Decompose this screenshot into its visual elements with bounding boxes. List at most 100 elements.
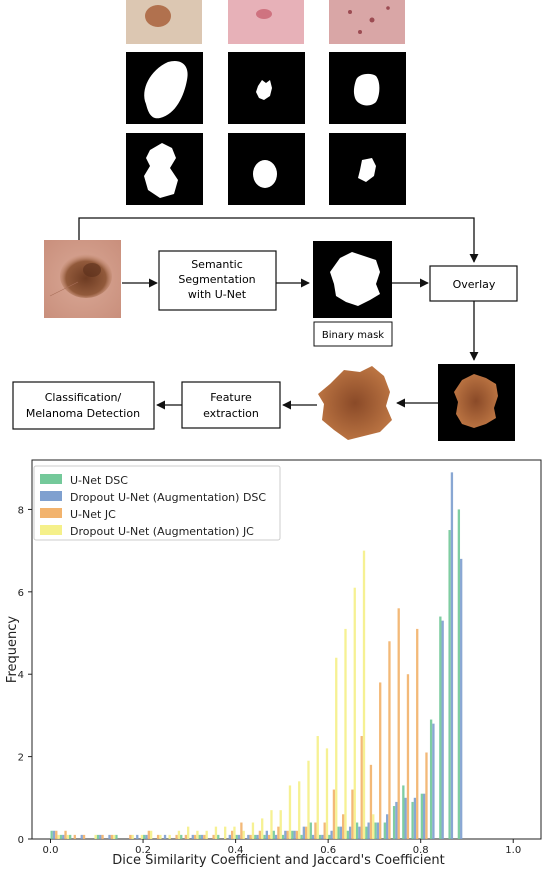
bar [365,826,368,839]
bar [379,682,382,839]
x-tick-label: 0.4 [228,845,244,856]
bar [203,834,206,839]
pred-1-shape [144,143,178,198]
segmentation-label-2: Segmentation [178,273,255,286]
bar [300,834,303,839]
bar [439,616,442,839]
bar [432,723,435,839]
bar [131,834,134,839]
bar [55,830,58,839]
y-axis-label: Frequency [5,616,20,683]
bar [397,608,400,839]
bar [69,834,72,839]
bar [332,789,336,839]
feature-box [181,381,281,429]
bar [281,834,285,839]
bar [406,674,410,839]
y-tick-label: 0 [18,835,24,846]
bar [335,657,338,839]
classification-label-1: Classification/ [45,391,122,404]
bar [298,781,301,839]
bar [214,826,218,839]
bar [265,830,268,839]
bar [249,834,252,839]
bar [198,834,201,839]
bar [274,834,278,839]
overlay-result-large-shape [318,366,392,440]
bar [143,834,146,839]
classification-label-2: Melanoma Detection [26,407,140,420]
bar [50,830,53,839]
bar [425,752,428,839]
bar [64,830,67,839]
classification-box [12,381,155,430]
bar [325,748,329,839]
bar [82,834,86,839]
bar [411,801,414,839]
sample-photo-2-lesion [256,9,272,19]
sample-photo-3-spot [348,10,352,14]
bar [163,834,167,839]
bar [267,834,271,839]
bar [295,830,299,839]
bar [263,834,266,839]
bar [115,834,118,839]
bar [307,760,310,839]
bar [314,822,317,839]
bar [136,834,139,839]
bar [311,834,315,839]
bar [337,826,340,839]
connector-line [78,217,479,263]
bar [450,472,454,839]
bar [80,834,83,839]
bar [230,830,234,839]
bar [286,830,289,839]
bar [318,834,322,839]
bar [191,834,194,839]
bar [240,822,243,839]
bar [200,834,204,839]
bar [344,628,347,839]
bar [457,509,461,839]
bar [196,830,199,839]
bar [272,830,275,839]
mask-1-shape [144,60,188,119]
segmentation-label-1: Semantic [191,258,243,271]
x-tick-label: 0.0 [43,845,59,856]
x-tick-label: 0.6 [320,845,336,856]
feature-label-1: Feature [210,391,252,404]
bar [168,834,171,839]
segmentation-label-3: with U-Net [188,288,247,301]
bar [159,834,162,839]
ground-truth-masks-row [126,52,406,124]
binary-mask-label-box [313,321,393,347]
bar [316,736,319,839]
mask-3-shape [353,73,380,106]
bar [351,789,354,839]
bar [228,834,231,839]
bar [184,834,188,839]
bar [149,830,153,839]
bar [383,822,386,839]
bar [258,830,262,839]
x-tick-label: 0.2 [135,845,151,856]
sample-photo-3-spot [386,6,390,10]
bar [362,550,366,839]
histogram-chart: 0.0 0.2 0.4 0.6 0.8 1.0 0 2 4 6 8 Dice Similarity C… [5,459,542,868]
pred-2-shape [253,160,277,188]
bar [305,826,308,839]
bar [62,834,65,839]
bar [376,822,380,839]
bar [129,834,132,839]
bar [156,834,160,839]
legend-label: U-Net JC [70,508,116,521]
bar [254,834,257,839]
bar [321,834,324,839]
bar [147,830,150,839]
bar [112,834,116,839]
sample-photo-3-spot [369,17,375,23]
mask-2-shape [256,80,272,100]
bar [423,793,426,839]
legend-swatch [40,474,62,484]
